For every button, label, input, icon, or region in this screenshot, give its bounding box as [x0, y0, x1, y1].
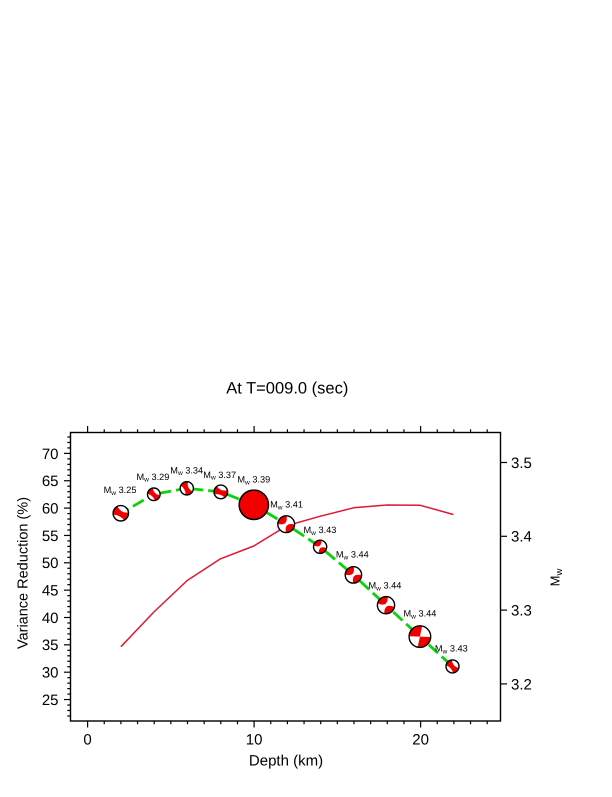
svg-text:50: 50 [42, 555, 59, 572]
svg-text:Mw 3.41: Mw 3.41 [270, 500, 303, 512]
svg-text:Mw 3.43: Mw 3.43 [435, 644, 468, 656]
svg-text:25: 25 [42, 692, 59, 709]
svg-text:Mw 3.29: Mw 3.29 [137, 472, 170, 484]
svg-text:Mw 3.37: Mw 3.37 [203, 470, 236, 482]
svg-text:Mw 3.25: Mw 3.25 [104, 485, 137, 497]
svg-text:45: 45 [42, 583, 59, 600]
svg-text:Mw 3.34: Mw 3.34 [170, 465, 203, 477]
svg-text:70: 70 [42, 446, 59, 463]
svg-text:30: 30 [42, 665, 59, 682]
svg-text:60: 60 [42, 501, 59, 518]
svg-text:35: 35 [42, 637, 59, 654]
svg-text:0: 0 [83, 732, 91, 749]
svg-text:Mw 3.44: Mw 3.44 [336, 550, 369, 562]
svg-text:Mw 3.43: Mw 3.43 [304, 525, 337, 537]
svg-text:Mw 3.44: Mw 3.44 [404, 609, 437, 621]
svg-text:55: 55 [42, 528, 59, 545]
svg-text:3.3: 3.3 [511, 603, 532, 620]
svg-text:Mw 3.39: Mw 3.39 [237, 475, 270, 487]
svg-text:Mw 3.44: Mw 3.44 [369, 581, 402, 593]
svg-text:3.5: 3.5 [511, 455, 532, 472]
svg-text:10: 10 [246, 732, 263, 749]
svg-text:3.2: 3.2 [511, 676, 532, 693]
svg-text:40: 40 [42, 610, 59, 627]
svg-text:At T=009.0 (sec): At T=009.0 (sec) [226, 379, 348, 397]
svg-text:Depth (km): Depth (km) [249, 753, 323, 770]
svg-text:Variance Reduction (%): Variance Reduction (%) [16, 497, 32, 649]
svg-text:20: 20 [412, 732, 429, 749]
svg-text:65: 65 [42, 473, 59, 490]
svg-text:3.4: 3.4 [511, 529, 532, 546]
